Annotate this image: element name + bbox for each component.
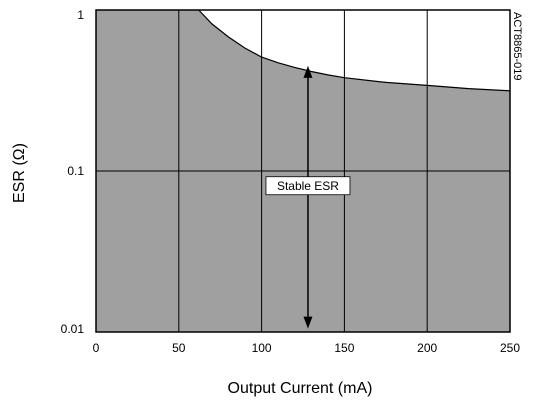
y-tick-label: 1: [77, 8, 84, 22]
x-tick-label: 250: [500, 341, 520, 355]
x-axis-title: Output Current (mA): [228, 380, 373, 397]
x-tick-label: 150: [334, 341, 354, 355]
x-tick-label: 100: [252, 341, 272, 355]
y-tick-label: 0.01: [61, 322, 85, 336]
stable-esr-label-box: [265, 176, 351, 196]
plot-frame: [95, 9, 511, 333]
esr-boundary-curve: [198, 9, 511, 92]
arrow-head-up: [303, 65, 313, 78]
arrow-head-down: [303, 316, 313, 329]
stable-esr-label: Stable ESR: [277, 179, 339, 193]
x-tick-label: 200: [417, 341, 437, 355]
part-number-label: ACT8865-019: [511, 12, 523, 81]
x-tick-label: 50: [172, 341, 186, 355]
y-axis-title: ESR (Ω): [11, 143, 28, 203]
x-tick-label: 0: [93, 341, 100, 355]
y-tick-label: 0.1: [67, 164, 84, 178]
